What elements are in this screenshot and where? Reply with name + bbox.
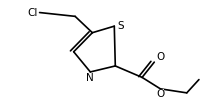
Text: S: S: [117, 21, 123, 31]
Text: O: O: [156, 89, 164, 99]
Text: Cl: Cl: [27, 8, 38, 18]
Text: O: O: [156, 52, 164, 62]
Text: N: N: [86, 73, 94, 83]
